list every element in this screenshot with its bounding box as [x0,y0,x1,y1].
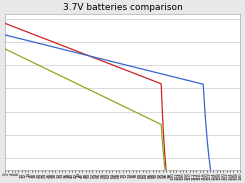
Title: 3.7V batteries comparison: 3.7V batteries comparison [63,3,182,12]
